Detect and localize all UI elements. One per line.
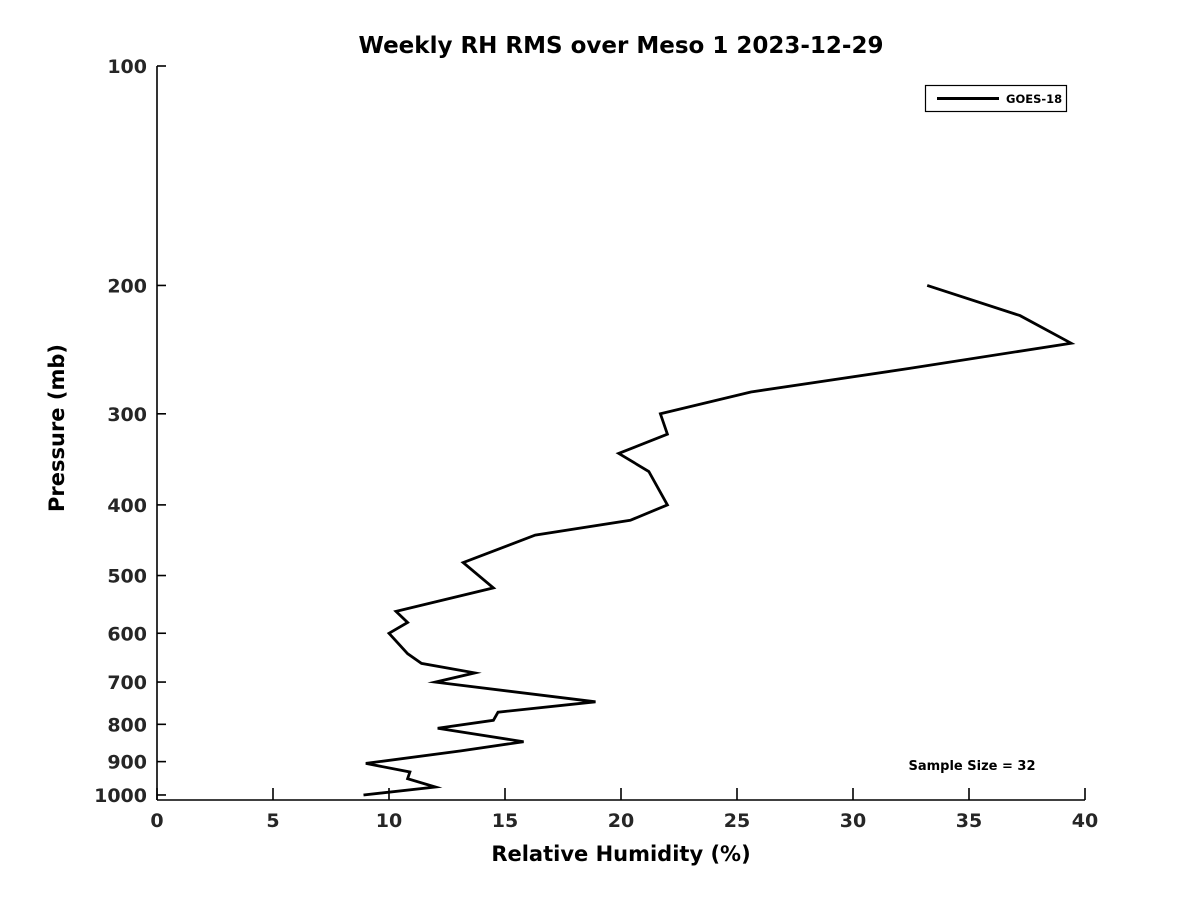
- y-tick-label: 600: [107, 623, 147, 645]
- x-tick-label: 25: [724, 810, 750, 832]
- sample-size-annotation: Sample Size = 32: [908, 759, 1035, 774]
- y-tick-label: 500: [107, 566, 147, 588]
- y-tick-label: 1000: [94, 785, 147, 807]
- x-axis-label: Relative Humidity (%): [491, 842, 750, 866]
- x-tick-label: 30: [840, 810, 866, 832]
- y-tick-label: 900: [107, 752, 147, 774]
- x-tick-label: 15: [492, 810, 518, 832]
- y-tick-label: 400: [107, 495, 147, 517]
- x-tick-label: 10: [376, 810, 402, 832]
- y-tick-label: 100: [107, 56, 147, 78]
- x-axis: 0 5 10 15 20 25 30 35 40: [150, 788, 1098, 832]
- y-tick-label: 800: [107, 714, 147, 736]
- data-line-goes-18: [363, 284, 1076, 797]
- x-tick-label: 0: [150, 810, 163, 832]
- y-tick-label: 200: [107, 275, 147, 297]
- data-series: [363, 284, 1076, 797]
- y-axis-label: Pressure (mb): [45, 344, 69, 512]
- y-axis: 100 200 300 400 500 600 700 800 900 1000: [94, 56, 166, 807]
- legend-entry-label: GOES-18: [1006, 92, 1062, 106]
- y-tick-label: 700: [107, 672, 147, 694]
- legend: GOES-18: [924, 84, 1068, 113]
- chart-title: Weekly RH RMS over Meso 1 2023-12-29: [359, 33, 884, 59]
- y-tick-label: 300: [107, 404, 147, 426]
- x-tick-label: 35: [956, 810, 982, 832]
- x-tick-label: 40: [1072, 810, 1098, 832]
- x-tick-label: 20: [608, 810, 634, 832]
- x-tick-label: 5: [266, 810, 279, 832]
